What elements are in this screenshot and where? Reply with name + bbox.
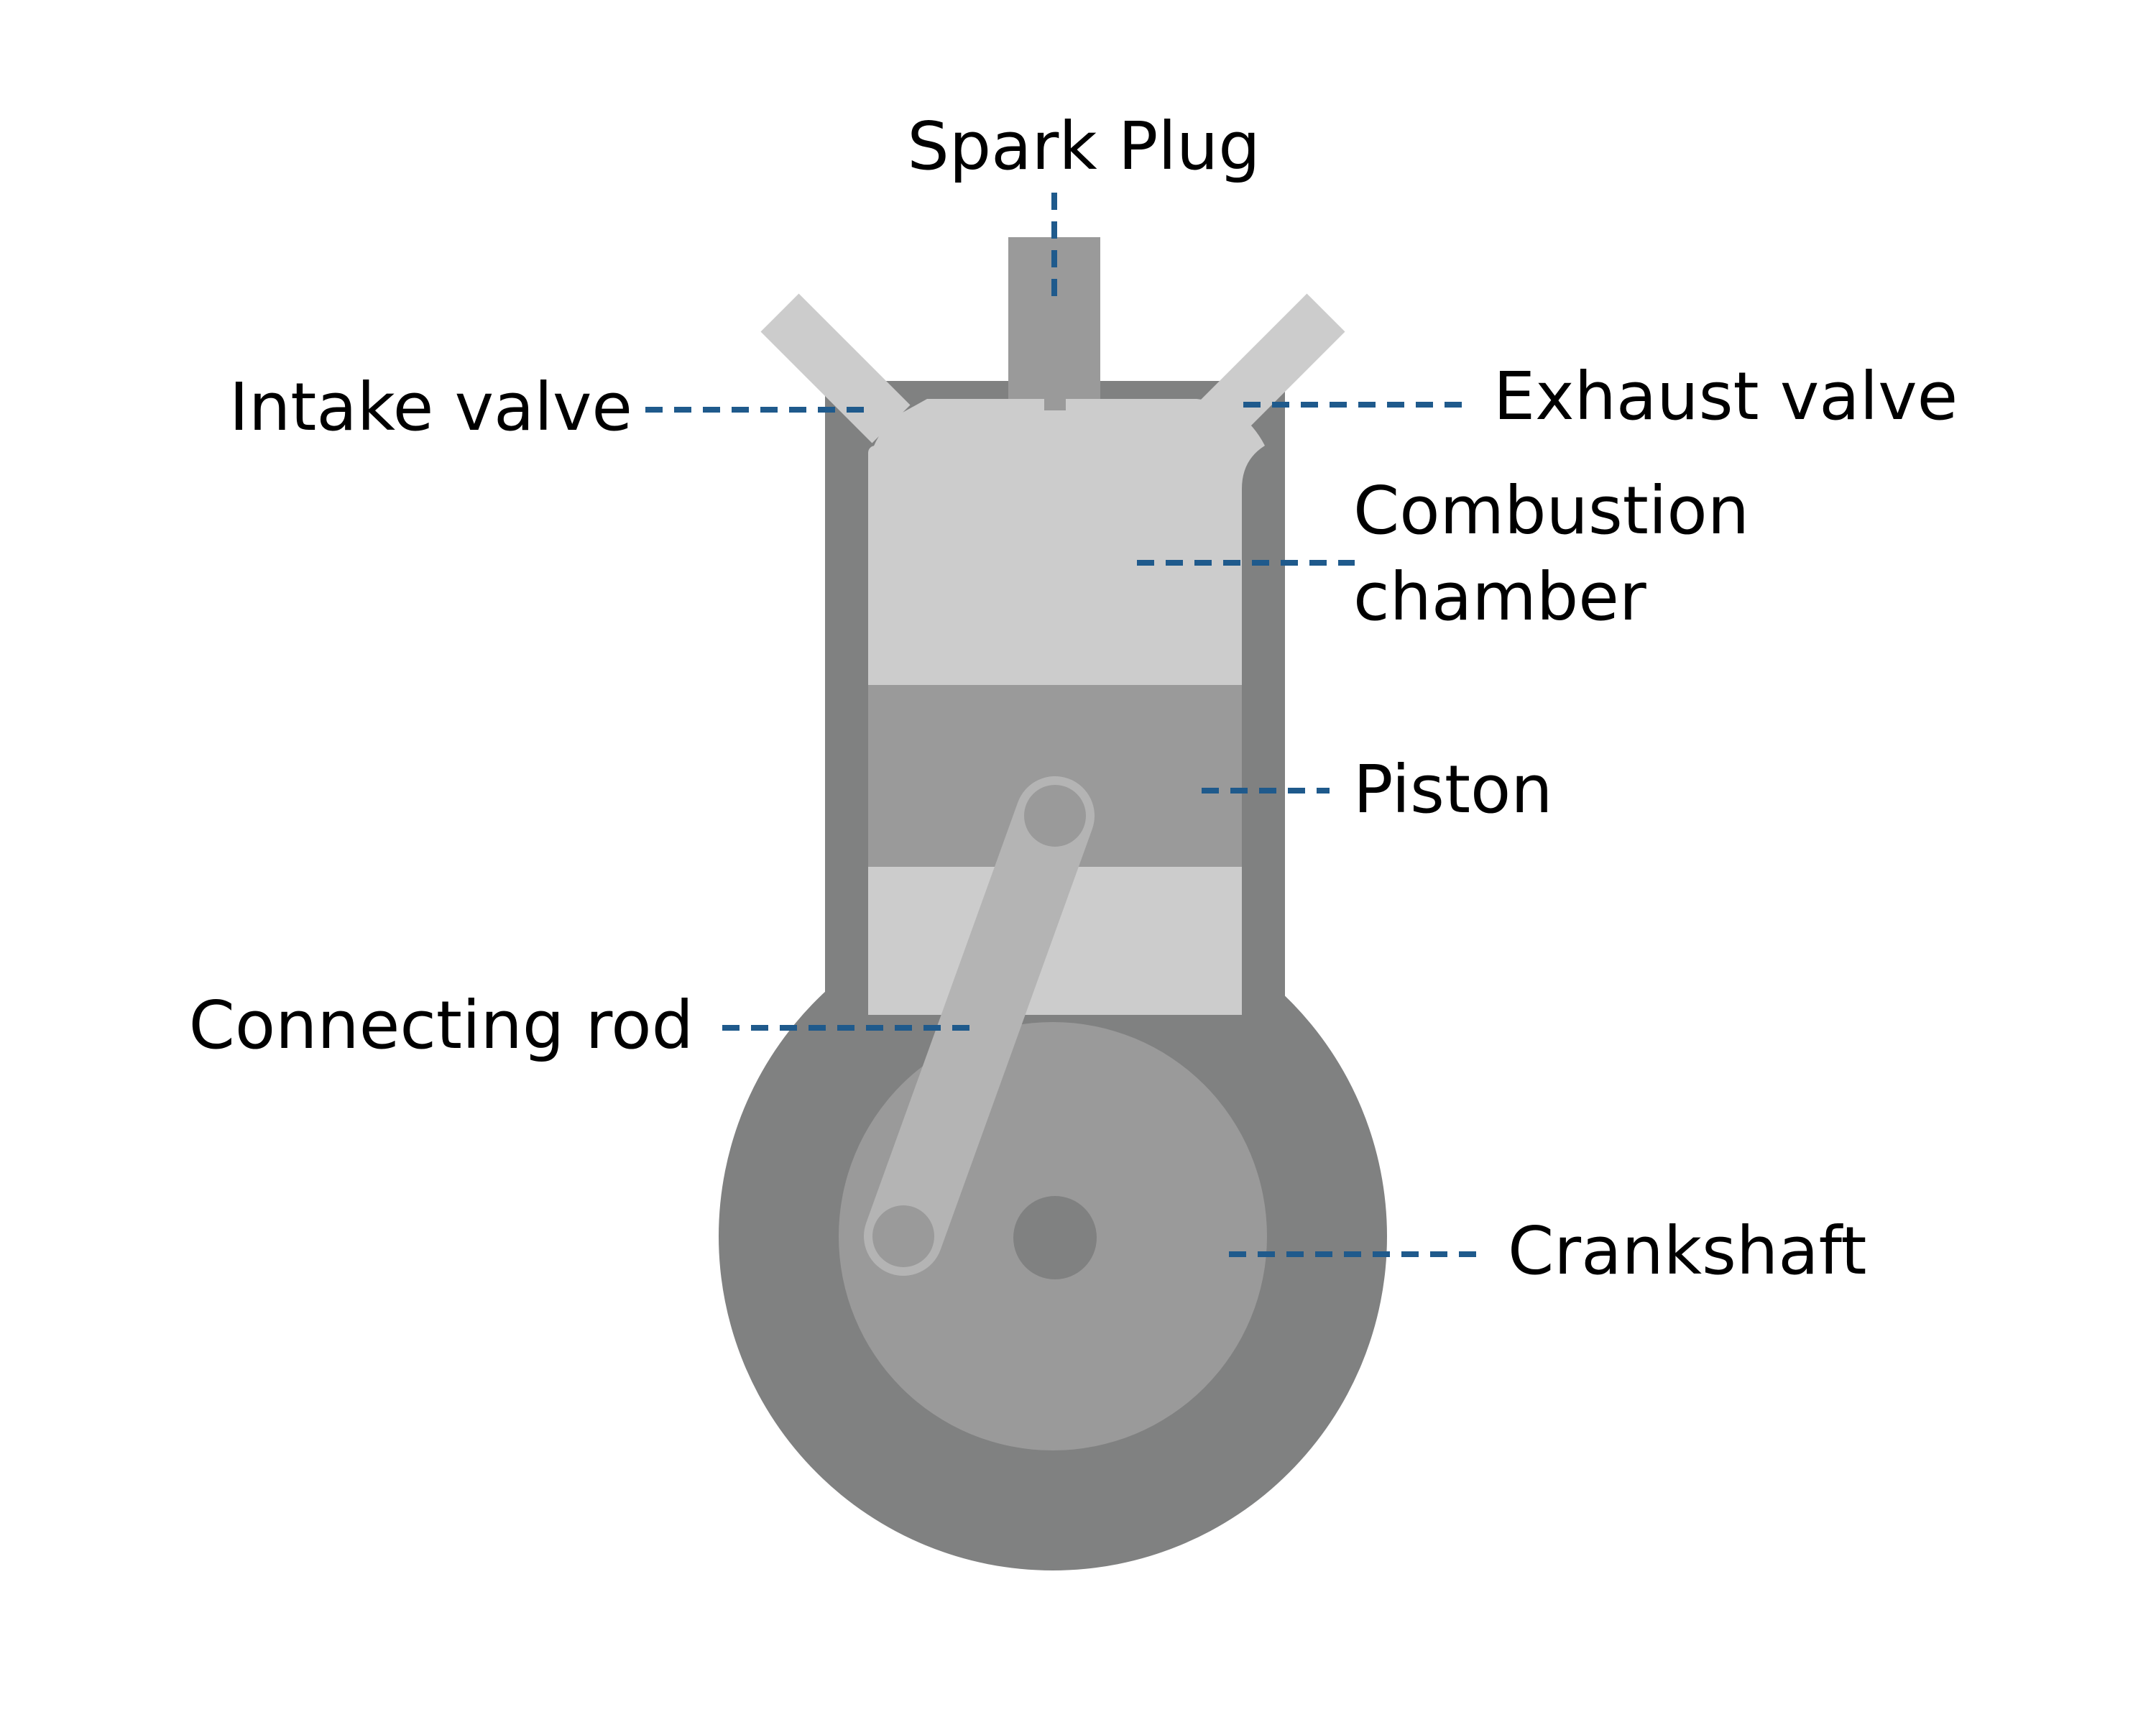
- exhaust-valve-stem: [1195, 293, 1345, 443]
- intake-valve: [760, 293, 911, 443]
- exhaust-valve-label: Exhaust valve: [1493, 358, 1958, 435]
- labels: Spark Plug Intake valve Exhaust valve Co…: [189, 108, 1958, 1289]
- wrist-pin: [1024, 785, 1086, 847]
- leader-lines: [645, 193, 1480, 1257]
- connecting-rod: [864, 776, 1095, 1276]
- intake-valve-label: Intake valve: [229, 369, 632, 446]
- crankshaft-center: [1013, 1196, 1097, 1279]
- spark-plug-tip: [1044, 399, 1066, 410]
- combustion-chamber-body: [868, 446, 1242, 690]
- connecting-rod-label: Connecting rod: [189, 987, 694, 1064]
- piston-label: Piston: [1353, 751, 1553, 828]
- combustion-chamber-label-line1: Combustion: [1353, 472, 1749, 549]
- spark-plug-label: Spark Plug: [907, 108, 1260, 185]
- connecting-rod-arm: [864, 776, 1095, 1276]
- combustion-chamber-label-line2: chamber: [1353, 558, 1646, 635]
- crankshaft-label: Crankshaft: [1508, 1213, 1867, 1289]
- intake-valve-stem: [760, 293, 911, 443]
- crank-pin: [872, 1205, 934, 1267]
- exhaust-valve: [1195, 293, 1345, 443]
